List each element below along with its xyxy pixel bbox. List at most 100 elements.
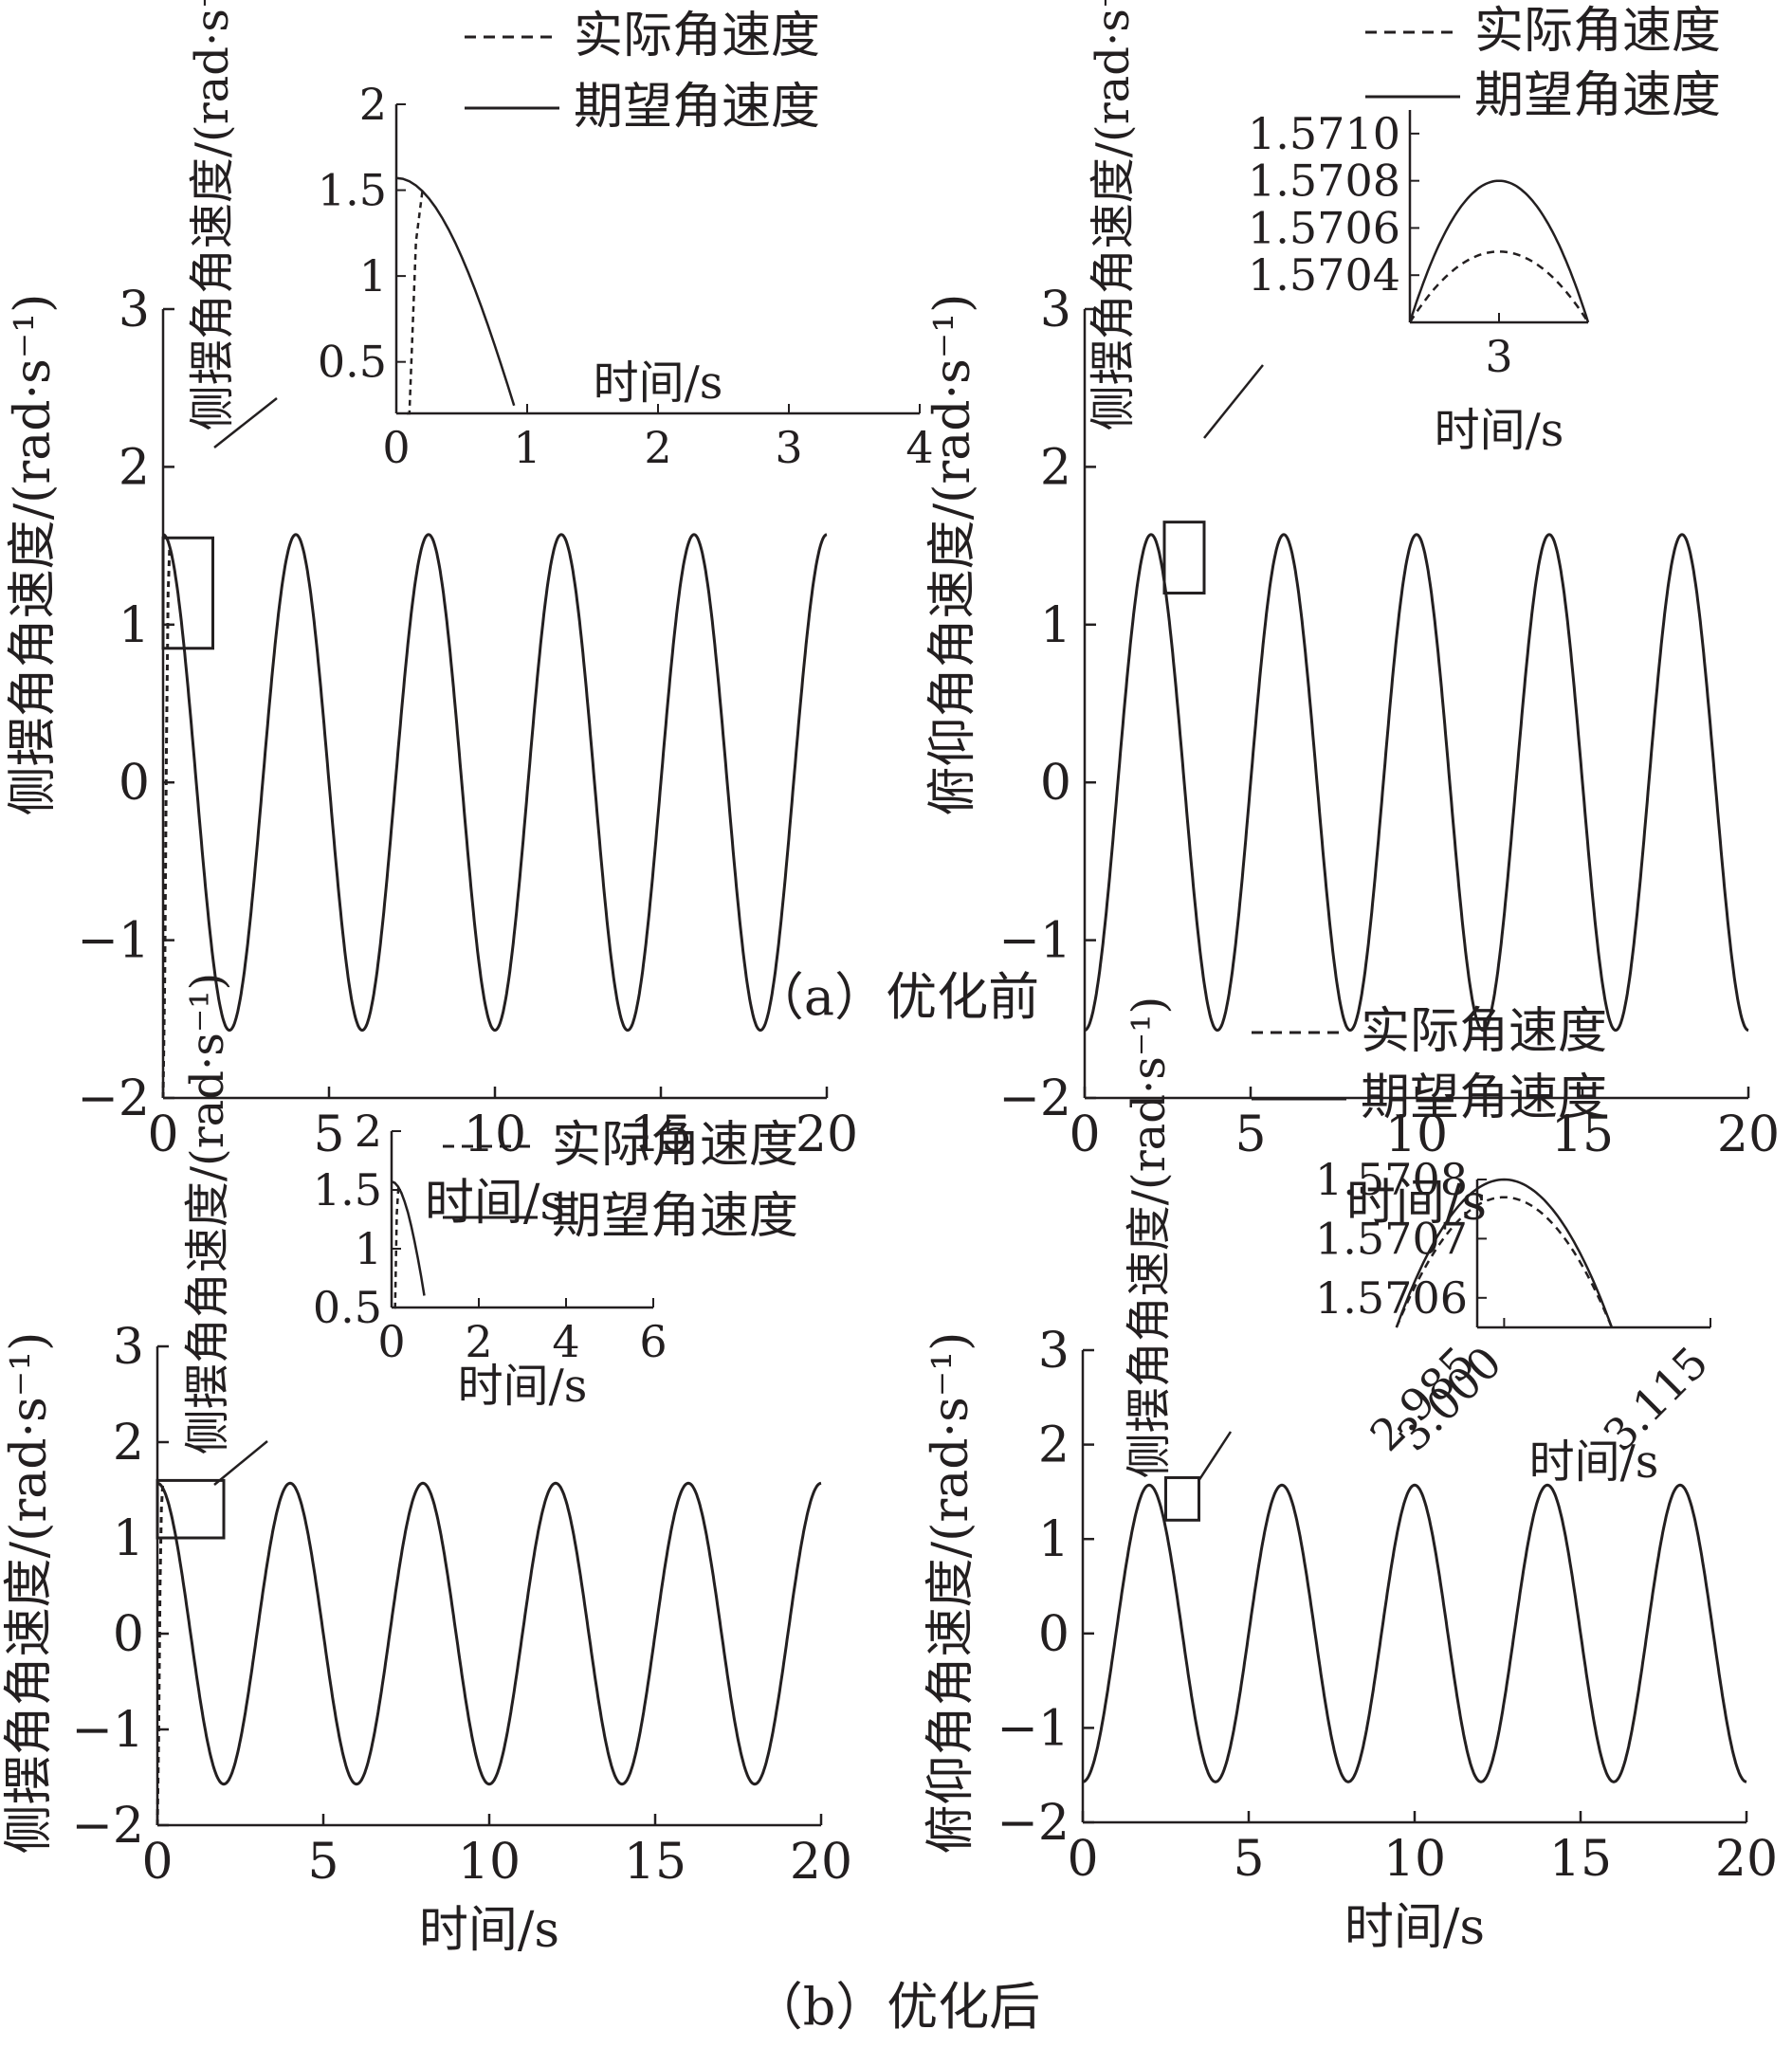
inset-y-tick-label: 1.5707 [1315, 1213, 1468, 1264]
inset-y-tick-label: 0.5 [313, 1282, 382, 1333]
y-tick-label: 3 [113, 1319, 144, 1376]
inset-x-tick-label: 3 [1485, 331, 1512, 382]
y-tick-label: −1 [77, 913, 150, 970]
inset-y-tick-label: 1.5 [318, 165, 387, 216]
inset: 0.5 1 1.5 2 0 2 4 6 时间/s 侧摆角角速度/(rad·s⁻¹) [181, 973, 667, 1454]
inset-y-axis-title: 侧摆角角速度/(rad·s⁻¹) [1087, 0, 1140, 430]
x-tick-label: 0 [141, 1834, 173, 1891]
x-tick-label: 10 [458, 1834, 521, 1891]
zoom-leader-line [1197, 1431, 1233, 1482]
series-desired [162, 533, 828, 1033]
zoom-leader-line [1203, 364, 1264, 439]
x-tick-label: 0 [147, 1106, 178, 1163]
inset-y-tick-label: 1.5706 [1315, 1272, 1468, 1324]
inset-y-axis-title: 侧摆角角速度/(rad·s⁻¹) [181, 973, 234, 1454]
inset-x-tick-label: 3 [775, 422, 802, 473]
inset-series-desired [1408, 179, 1590, 323]
inset-y-tick-label: 2 [355, 1106, 382, 1157]
x-tick-label: 10 [1385, 1106, 1448, 1163]
x-tick-label: 5 [313, 1106, 344, 1163]
inset-series-desired [391, 1180, 426, 1296]
y-tick-label: 1 [1040, 597, 1071, 654]
legend-entry: 期望角速度 [574, 79, 820, 136]
x-tick-label: 20 [795, 1106, 858, 1163]
inset-series-actual [393, 1183, 400, 1309]
inset-y-tick-label: 1.5 [313, 1164, 382, 1216]
series-desired [1084, 533, 1749, 1033]
zoom-box [1162, 521, 1206, 595]
y-tick-label: 0 [1038, 1606, 1070, 1663]
y-tick-label: −2 [998, 1070, 1071, 1127]
legend-entry: 实际角速度 [552, 1117, 798, 1174]
inset-y-tick-label: 1.5708 [1315, 1154, 1468, 1205]
inset-x-tick-label: 2 [465, 1316, 492, 1367]
y-axis-title: 俯仰角角速度/(rad·s⁻¹) [923, 1332, 979, 1855]
y-axis-title: 俯仰角角速度/(rad·s⁻¹) [924, 294, 981, 816]
inset-x-tick-label: 6 [639, 1316, 667, 1367]
inset-y-tick-label: 1.5706 [1248, 202, 1400, 253]
y-tick-label: 1 [113, 1510, 144, 1567]
y-tick-label: 0 [1040, 755, 1071, 812]
x-tick-label: 10 [1383, 1831, 1446, 1888]
chart-a-pitch: −2 −1 0 1 2 3 0 5 10 15 20 时间/s 俯仰角角速度/(rad·s⁻¹) 实际角速… [924, 0, 1780, 1232]
x-axis-title: 时间/s [1344, 1899, 1485, 1956]
inset-x-tick-label: 2 [644, 422, 671, 473]
series-desired [1082, 1483, 1747, 1783]
x-tick-label: 20 [790, 1834, 852, 1891]
inset-x-axis-title: 时间/s [594, 357, 723, 410]
inset-x-tick-label: 0 [377, 1316, 405, 1367]
caption-b: （b）优化后 [752, 1977, 1041, 2037]
inset-y-tick-label: 0.5 [318, 337, 387, 388]
inset-x-axis-title: 时间/s [458, 1360, 588, 1413]
x-tick-label: 0 [1069, 1106, 1100, 1163]
x-axis-title: 时间/s [1346, 1175, 1487, 1232]
y-tick-label: −1 [998, 913, 1071, 970]
inset-x-axis-title: 时间/s [1435, 404, 1564, 457]
x-tick-label: 5 [1234, 1106, 1266, 1163]
zoom-leader-line [213, 397, 278, 448]
y-tick-label: −2 [71, 1798, 144, 1855]
inset-series-actual [1408, 250, 1590, 323]
legend-entry: 实际角速度 [1474, 3, 1721, 60]
inset-y-tick-label: 2 [359, 79, 387, 130]
series-actual [161, 545, 172, 1099]
x-tick-label: 0 [1067, 1831, 1098, 1888]
series-actual [155, 1485, 165, 1826]
x-tick-label: 15 [1549, 1831, 1612, 1888]
legend-entry: 实际角速度 [574, 8, 820, 64]
inset-y-tick-label: 1.5704 [1248, 249, 1400, 301]
legend-entry: 期望角速度 [1474, 67, 1721, 124]
zoom-leader-line [213, 1440, 268, 1486]
x-tick-label: 5 [307, 1834, 338, 1891]
inset-x-tick-label: 4 [905, 422, 933, 473]
inset-y-tick-label: 1.5708 [1248, 155, 1400, 207]
y-tick-label: 2 [119, 439, 150, 496]
legend-entry: 期望角速度 [1361, 1070, 1607, 1126]
inset-x-tick-label: 1 [513, 422, 540, 473]
x-tick-label: 20 [1717, 1106, 1780, 1163]
inset-series-desired [1395, 1178, 1614, 1328]
legend-entry: 期望角速度 [552, 1188, 798, 1245]
inset: 0.5 1 1.5 2 0 1 2 3 4 时间/s 侧摆角角速度/(rad·s⁻¹) [186, 0, 934, 473]
inset-y-axis-title: 侧摆角角速度/(rad·s⁻¹) [186, 0, 239, 430]
y-tick-label: 3 [1040, 282, 1071, 338]
inset-x-tick-label: 0 [382, 422, 410, 473]
inset-y-tick-label: 1 [359, 250, 387, 302]
y-tick-label: 0 [113, 1606, 144, 1663]
y-tick-label: −1 [997, 1700, 1070, 1757]
y-tick-label: 2 [1038, 1417, 1070, 1474]
inset-series-actual [1395, 1196, 1614, 1328]
y-tick-label: 2 [1040, 439, 1071, 496]
x-tick-label: 15 [624, 1834, 686, 1891]
inset-y-axis-title: 侧摆角角速度/(rad·s⁻¹) [1123, 997, 1176, 1478]
x-axis-title: 时间/s [419, 1902, 559, 1959]
chart-b-pitch: −2 −1 0 1 2 3 0 5 10 15 20 时间/s 俯仰角角速度/(rad·s⁻¹) 实际角速… [923, 997, 1778, 1956]
y-axis-title: 侧摆角角速度/(rad·s⁻¹) [5, 294, 62, 816]
